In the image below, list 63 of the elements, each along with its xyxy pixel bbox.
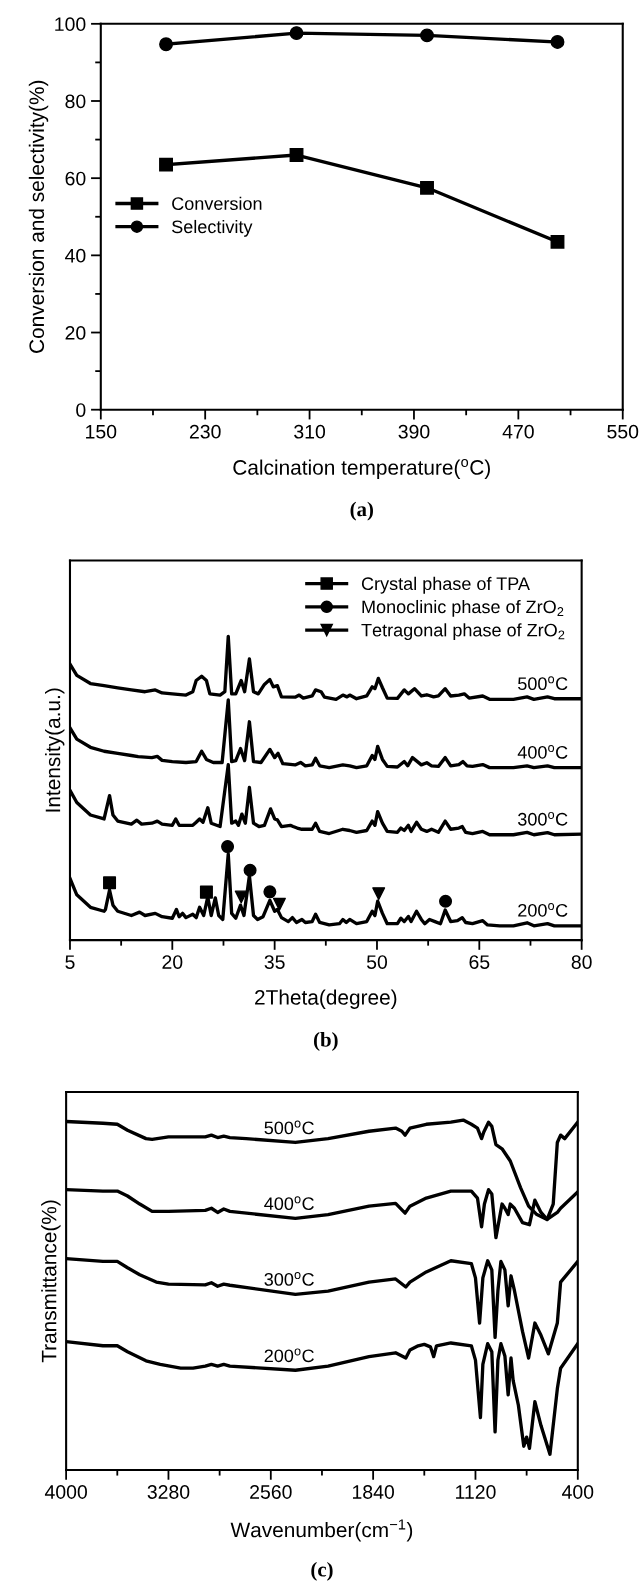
x-axis-title: 2Theta(degree) — [255, 989, 397, 1009]
point — [159, 157, 173, 172]
point — [263, 885, 277, 899]
x-tick-label: 230 — [189, 424, 221, 439]
x-tick-label: 3280 — [147, 1485, 190, 1499]
point — [272, 897, 286, 911]
series-label: 400$^{o}$C — [264, 1196, 314, 1211]
y-tick-label: 40 — [65, 248, 86, 263]
x-tick-label: 50 — [366, 955, 388, 969]
legend-label: Tetragonal phase of ZrO$_{2}$ — [361, 623, 565, 641]
point — [159, 37, 173, 52]
y-tick-label: 100 — [55, 17, 86, 32]
x-tick-label: 80 — [571, 955, 592, 969]
legend-label: Crystal phase of TPA — [361, 576, 530, 594]
x-tick-label: 65 — [469, 955, 490, 969]
series-label: 500$^{o}$C — [518, 676, 568, 691]
text: (b) — [314, 1032, 338, 1051]
point — [550, 35, 565, 49]
point — [234, 890, 248, 904]
y-tick-label: 20 — [65, 326, 86, 340]
series-label: 500$^{o}$C — [264, 1120, 314, 1135]
x-tick-label: 20 — [162, 955, 183, 969]
x-tick-label: 150 — [86, 424, 117, 439]
series-label: 200$^{o}$C — [264, 1348, 314, 1363]
y-axis-title: Intensity(a.u.) — [45, 688, 65, 812]
x-tick-label: 1120 — [456, 1485, 496, 1499]
point — [439, 894, 453, 908]
series-label: 300$^{o}$C — [264, 1272, 314, 1286]
point — [289, 148, 304, 162]
y-tick-label: 60 — [65, 171, 86, 186]
series-label: 200$^{o}$C — [518, 903, 568, 917]
text: (a) — [350, 501, 373, 521]
y-axis-title: Conversion and selectivity(%) — [28, 80, 49, 353]
point — [199, 885, 213, 899]
x-tick-label: 310 — [294, 424, 326, 439]
y-axis-title: Transmittance(%) — [41, 1200, 61, 1363]
x-tick-label: 470 — [502, 424, 534, 439]
x-tick-label: 1840 — [352, 1485, 394, 1499]
legend-label: Conversion — [172, 196, 262, 211]
x-tick-label: 390 — [398, 424, 430, 439]
legend-label: Selectivity — [172, 219, 253, 237]
x-axis-title: Wavenumber(cm$^{−1}$) — [230, 1519, 413, 1542]
point — [420, 28, 434, 43]
x-tick-label: 5 — [65, 955, 75, 969]
x-axis-title: Calcination temperature($^{o}$C) — [233, 459, 490, 479]
y-tick-label: 0 — [76, 403, 86, 417]
text: (c) — [311, 1561, 333, 1581]
point — [103, 876, 117, 890]
point — [372, 887, 386, 901]
point — [550, 234, 565, 249]
series-label: 400$^{o}$C — [517, 745, 568, 759]
point — [243, 863, 257, 877]
series-label: 300$^{o}$C — [517, 811, 568, 826]
x-tick-label: 550 — [607, 424, 639, 439]
legend-label: Monoclinic phase of ZrO$_{2}$ — [362, 599, 564, 617]
x-tick-label: 2560 — [250, 1485, 292, 1499]
x-tick-label: 35 — [264, 955, 285, 969]
y-tick-label: 80 — [65, 94, 86, 109]
point — [289, 26, 304, 41]
x-tick-label: 400 — [562, 1485, 594, 1499]
x-tick-label: 4000 — [44, 1485, 87, 1499]
point — [221, 840, 235, 854]
point — [420, 180, 434, 195]
